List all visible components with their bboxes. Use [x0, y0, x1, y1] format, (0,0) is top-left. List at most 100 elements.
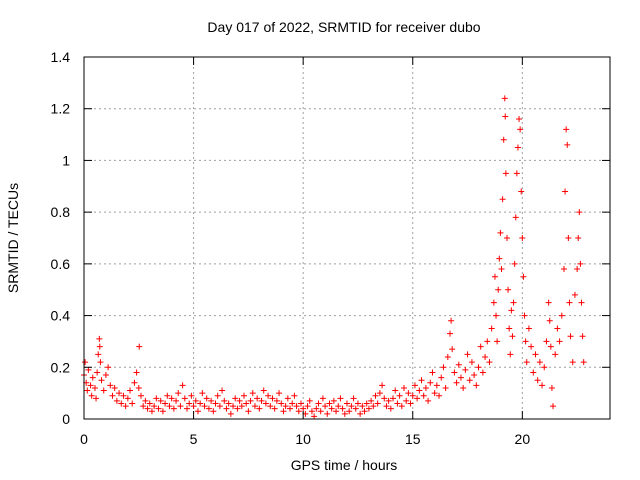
data-point	[260, 387, 267, 394]
data-point	[495, 286, 502, 293]
data-point	[210, 408, 217, 415]
data-point	[403, 397, 410, 404]
data-point	[330, 397, 337, 404]
data-point	[148, 408, 155, 415]
data-point	[168, 395, 175, 402]
data-point	[208, 397, 215, 404]
data-point	[300, 405, 307, 412]
data-point	[571, 291, 578, 298]
chart-title: Day 017 of 2022, SRMTID for receiver dub…	[207, 19, 480, 35]
data-point	[574, 266, 581, 273]
ticks-layer	[83, 56, 610, 420]
data-point	[153, 395, 160, 402]
data-point	[243, 400, 250, 407]
data-point	[84, 387, 91, 394]
labels-layer: 0 0.2 0.4 0.6 0.8 1 1.2 1.4 0 5 10 15 20	[51, 49, 531, 447]
data-point	[348, 403, 355, 410]
data-point	[354, 400, 361, 407]
data-point	[499, 196, 506, 203]
data-point	[142, 397, 149, 404]
data-point	[502, 170, 509, 177]
data-point	[100, 387, 107, 394]
x-tick-label: 0	[80, 431, 88, 447]
data-point	[530, 369, 537, 376]
x-tick-label: 20	[515, 431, 531, 447]
data-point	[284, 395, 291, 402]
data-point	[528, 343, 535, 350]
data-point	[179, 382, 186, 389]
data-point	[111, 384, 118, 391]
data-point	[374, 400, 381, 407]
data-point	[238, 403, 245, 410]
data-point	[420, 392, 427, 399]
data-point	[131, 379, 138, 386]
x-tick-label: 10	[295, 431, 311, 447]
data-point	[159, 408, 166, 415]
data-point	[513, 170, 520, 177]
data-point	[379, 382, 386, 389]
data-point	[498, 266, 505, 273]
data-point	[569, 359, 576, 366]
data-point	[464, 351, 471, 358]
data-point	[194, 408, 201, 415]
data-point	[400, 384, 407, 391]
x-axis-label: GPS time / hours	[291, 457, 398, 473]
data-point	[135, 384, 142, 391]
data-point	[539, 382, 546, 389]
data-point	[335, 403, 342, 410]
y-tick-label: 1.4	[51, 49, 71, 65]
data-point	[453, 379, 460, 386]
data-point	[518, 188, 525, 195]
data-point	[548, 384, 555, 391]
data-point	[490, 299, 497, 306]
data-point	[306, 397, 313, 404]
y-tick-label: 1	[62, 152, 70, 168]
data-point	[418, 377, 425, 384]
data-point	[433, 382, 440, 389]
data-point	[262, 400, 269, 407]
data-point	[89, 374, 96, 381]
data-point	[534, 377, 541, 384]
data-point	[405, 390, 412, 397]
data-point	[94, 369, 101, 376]
data-point	[376, 390, 383, 397]
data-point	[113, 397, 120, 404]
data-point	[315, 400, 322, 407]
data-point	[105, 364, 112, 371]
data-point	[107, 382, 114, 389]
data-point	[580, 359, 587, 366]
data-point	[556, 338, 563, 345]
data-point	[120, 392, 127, 399]
data-point	[295, 408, 302, 415]
data-point	[85, 366, 92, 373]
data-point	[289, 400, 296, 407]
data-point	[227, 410, 234, 417]
data-point	[232, 395, 239, 402]
data-point	[98, 377, 105, 384]
data-point	[508, 307, 515, 314]
data-point	[494, 338, 501, 345]
data-point	[385, 397, 392, 404]
data-point	[554, 325, 561, 332]
data-point	[190, 403, 197, 410]
data-point	[256, 405, 263, 412]
data-point	[267, 403, 274, 410]
data-point	[96, 335, 103, 342]
data-point	[564, 141, 571, 148]
data-point	[547, 343, 554, 350]
data-point	[506, 325, 513, 332]
data-point	[471, 372, 478, 379]
data-point	[221, 397, 228, 404]
data-point	[482, 353, 489, 360]
data-point	[473, 382, 480, 389]
data-point	[468, 359, 475, 366]
y-tick-label: 0.4	[51, 308, 71, 324]
data-point	[416, 387, 423, 394]
data-point	[512, 214, 519, 221]
data-point	[414, 395, 421, 402]
data-point	[249, 390, 256, 397]
data-point	[363, 400, 370, 407]
data-point	[442, 384, 449, 391]
data-point	[440, 364, 447, 371]
